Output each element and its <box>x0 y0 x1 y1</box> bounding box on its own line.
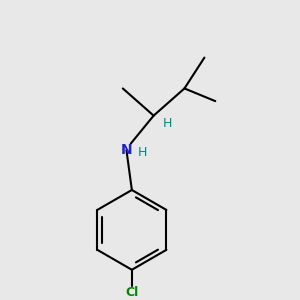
Text: H: H <box>163 117 172 130</box>
Text: H: H <box>138 146 147 160</box>
Text: Cl: Cl <box>125 286 139 299</box>
Text: N: N <box>121 143 132 157</box>
